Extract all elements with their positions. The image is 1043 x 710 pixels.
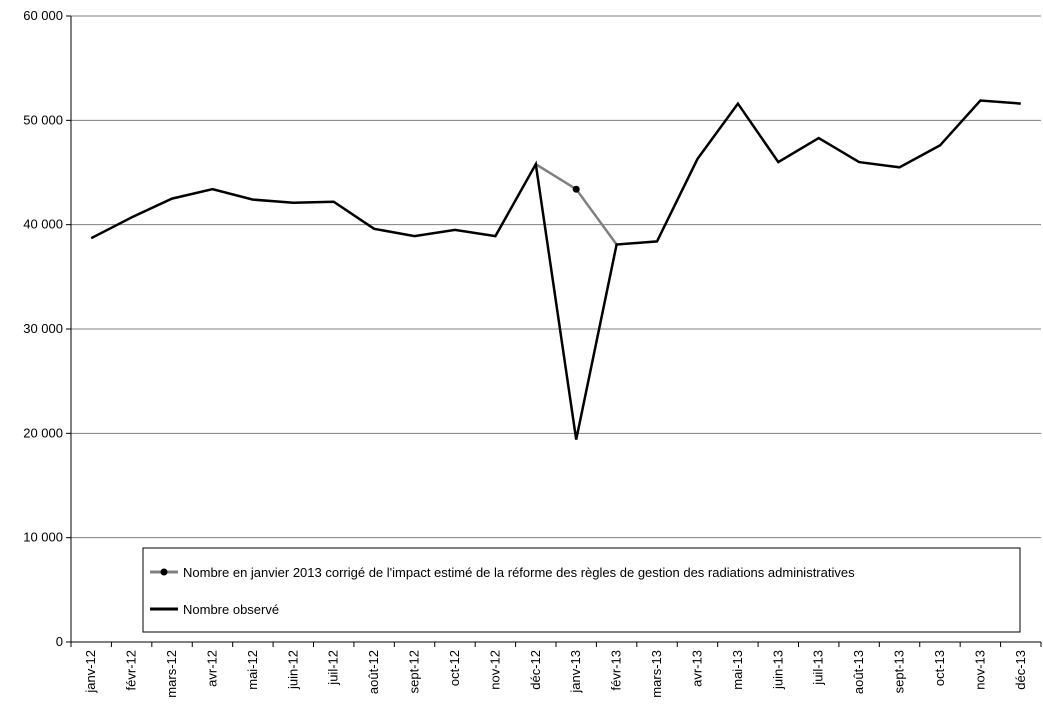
x-tick-label: juil-13 bbox=[811, 650, 826, 686]
x-tick-label: mars-13 bbox=[649, 650, 664, 698]
gridlines bbox=[71, 15, 1041, 539]
x-tick-label: janv-13 bbox=[568, 650, 583, 694]
legend-label-corrected: Nombre en janvier 2013 corrigé de l'impa… bbox=[183, 565, 855, 580]
y-tick-label: 30 000 bbox=[23, 321, 63, 336]
x-tick-label: déc-13 bbox=[1013, 650, 1028, 690]
y-tick-label: 50 000 bbox=[23, 112, 63, 127]
x-tick-label: juin-12 bbox=[285, 650, 300, 690]
x-axis-ticks: janv-12 févr-12 mars-12 avr-12 mai-12 juin-12… bbox=[70, 642, 1042, 698]
x-tick-label: nov-12 bbox=[487, 650, 502, 690]
y-tick-label: 0 bbox=[56, 634, 63, 649]
x-tick-label: mars-12 bbox=[164, 650, 179, 698]
x-tick-label: nov-13 bbox=[972, 650, 987, 690]
y-tick-label: 40 000 bbox=[23, 217, 63, 232]
series-line-corrected bbox=[535, 163, 618, 246]
x-tick-label: juin-13 bbox=[770, 650, 785, 690]
x-tick-label: avr-13 bbox=[689, 650, 704, 687]
legend: Nombre en janvier 2013 corrigé de l'impa… bbox=[142, 547, 1021, 633]
x-tick-label: déc-12 bbox=[528, 650, 543, 690]
x-tick-label: sept-12 bbox=[407, 650, 422, 693]
x-tick-label: févr-13 bbox=[609, 650, 624, 690]
x-tick-label: oct-13 bbox=[932, 650, 947, 686]
x-tick-label: août-13 bbox=[851, 650, 866, 694]
corrected-point-marker bbox=[572, 185, 580, 193]
series-line-observed bbox=[90, 99, 1021, 440]
x-tick-label: sept-13 bbox=[892, 650, 907, 693]
legend-box bbox=[142, 547, 1021, 633]
y-tick-label: 20 000 bbox=[23, 425, 63, 440]
y-axis-ticks: 0 10 000 20 000 30 000 40 000 50 000 60 000 bbox=[23, 8, 71, 649]
legend-label-observed: Nombre observé bbox=[183, 602, 279, 617]
x-tick-label: avr-12 bbox=[204, 650, 219, 687]
x-tick-label: juil-12 bbox=[326, 650, 341, 686]
x-tick-label: févr-12 bbox=[124, 650, 139, 690]
y-tick-label: 60 000 bbox=[23, 8, 63, 23]
series-lines bbox=[90, 99, 1021, 440]
x-tick-label: janv-12 bbox=[83, 650, 98, 694]
x-tick-label: oct-12 bbox=[447, 650, 462, 686]
x-tick-label: mai-13 bbox=[730, 650, 745, 690]
y-tick-label: 10 000 bbox=[23, 530, 63, 545]
legend-marker-corrected bbox=[160, 568, 168, 576]
x-tick-label: mai-12 bbox=[245, 650, 260, 690]
x-tick-label: août-12 bbox=[366, 650, 381, 694]
